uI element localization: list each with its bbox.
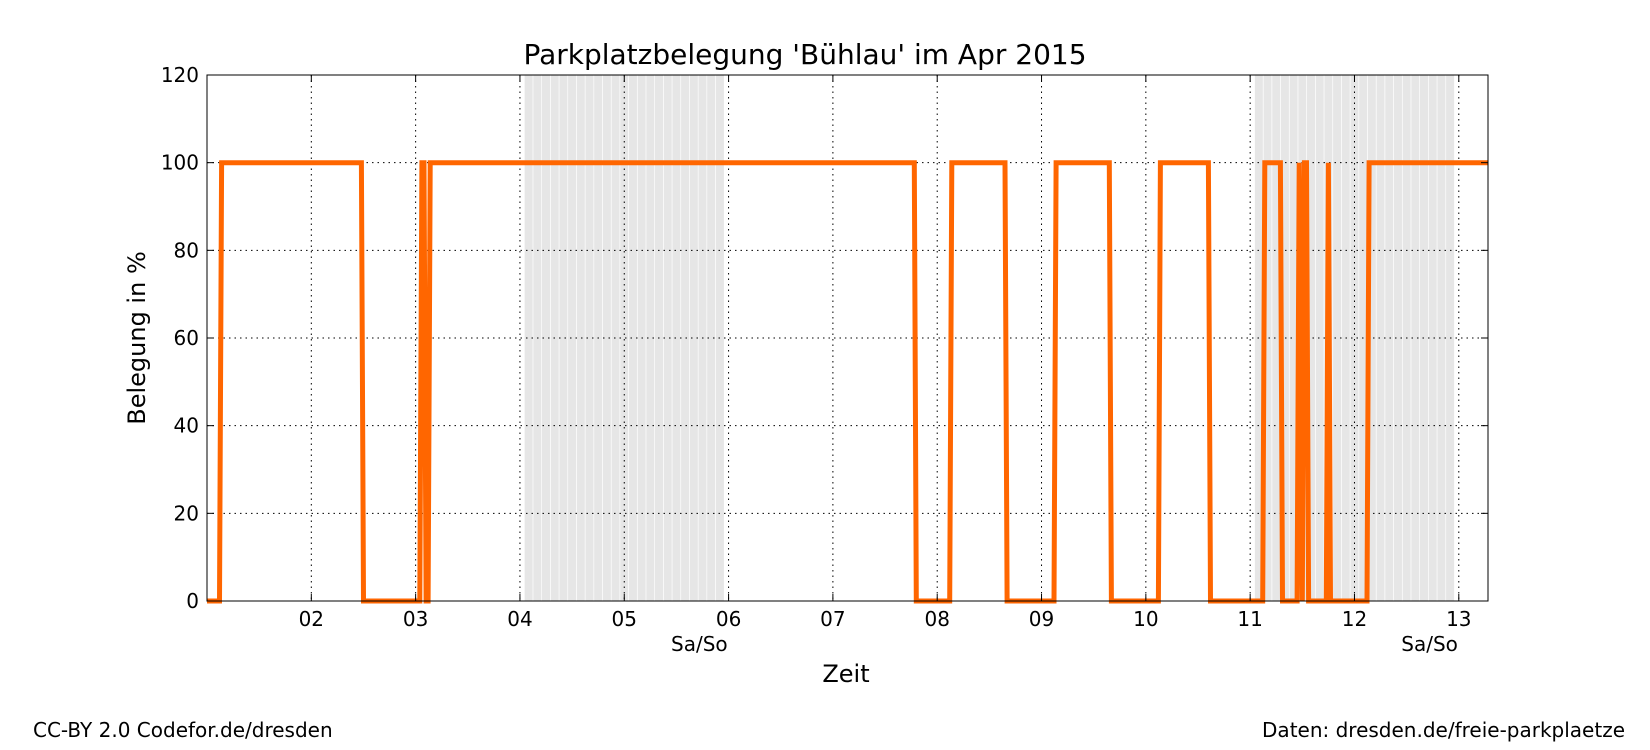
weekend-stripe: [1393, 75, 1402, 601]
x-axis-label: Zeit: [822, 660, 869, 688]
data-source-note: Daten: dresden.de/freie-parkplaetze: [1262, 718, 1625, 742]
y-tick-label: 20: [174, 501, 199, 525]
weekend-stripe: [1385, 75, 1394, 601]
x-tick-label: 07: [820, 607, 845, 631]
weekend-stripe: [707, 75, 716, 601]
weekend-stripe: [1350, 75, 1359, 601]
weekend-stripe: [672, 75, 681, 601]
weekend-stripe: [1367, 75, 1376, 601]
weekend-stripe: [1307, 75, 1316, 601]
x-tick-label: 02: [299, 607, 324, 631]
weekend-stripe: [542, 75, 551, 601]
weekend-stripe: [1428, 75, 1437, 601]
weekend-stripe: [689, 75, 698, 601]
y-tick-label: 80: [174, 238, 199, 262]
weekend-stripe: [620, 75, 629, 601]
weekend-stripe: [1315, 75, 1324, 601]
weekend-stripe: [1280, 75, 1289, 601]
x-tick-label: 09: [1029, 607, 1054, 631]
chart-title: Parkplatzbelegung 'Bühlau' im Apr 2015: [523, 38, 1086, 71]
weekend-stripe: [1437, 75, 1446, 601]
weekend-stripe: [602, 75, 611, 601]
weekend-stripe: [628, 75, 637, 601]
x-tick-label: 06: [716, 607, 741, 631]
weekend-stripe: [576, 75, 585, 601]
y-tick-label: 0: [186, 589, 199, 613]
x-tick-label: 08: [924, 607, 949, 631]
weekend-stripe: [646, 75, 655, 601]
y-tick-label: 40: [174, 414, 199, 438]
weekend-stripe: [1420, 75, 1429, 601]
x-tick-label: 04: [507, 607, 532, 631]
weekend-stripe: [568, 75, 577, 601]
weekend-stripe: [524, 75, 533, 601]
y-tick-label: 100: [161, 151, 199, 175]
x-tick-label: 12: [1342, 607, 1367, 631]
y-tick-label: 60: [174, 326, 199, 350]
weekend-stripe: [663, 75, 672, 601]
y-tick-label: 120: [161, 63, 199, 87]
x-tick-label: 13: [1446, 607, 1471, 631]
y-axis-label: Belegung in %: [123, 251, 151, 425]
weekend-stripe: [1272, 75, 1281, 601]
weekend-stripe: [1263, 75, 1272, 601]
weekend-stripe: [1289, 75, 1298, 601]
x-tick-label: 11: [1237, 607, 1262, 631]
license-note: CC-BY 2.0 Codefor.de/dresden: [33, 718, 333, 742]
weekend-stripe: [1333, 75, 1342, 601]
weekend-stripe: [559, 75, 568, 601]
weekend-stripe: [1376, 75, 1385, 601]
weekend-label: Sa/So: [671, 632, 728, 656]
axis-ticks: 02 03 04 05 06 07 08 09 10 11 12 13 0 20 40 60 80 100 120 S…: [161, 63, 1488, 656]
weekend-stripe: [681, 75, 690, 601]
weekend-label: Sa/So: [1401, 632, 1458, 656]
weekend-stripe: [1411, 75, 1420, 601]
x-tick-label: 03: [403, 607, 428, 631]
weekend-stripe: [611, 75, 620, 601]
x-tick-label: 05: [612, 607, 637, 631]
x-tick-label: 10: [1133, 607, 1158, 631]
weekend-stripe: [585, 75, 594, 601]
